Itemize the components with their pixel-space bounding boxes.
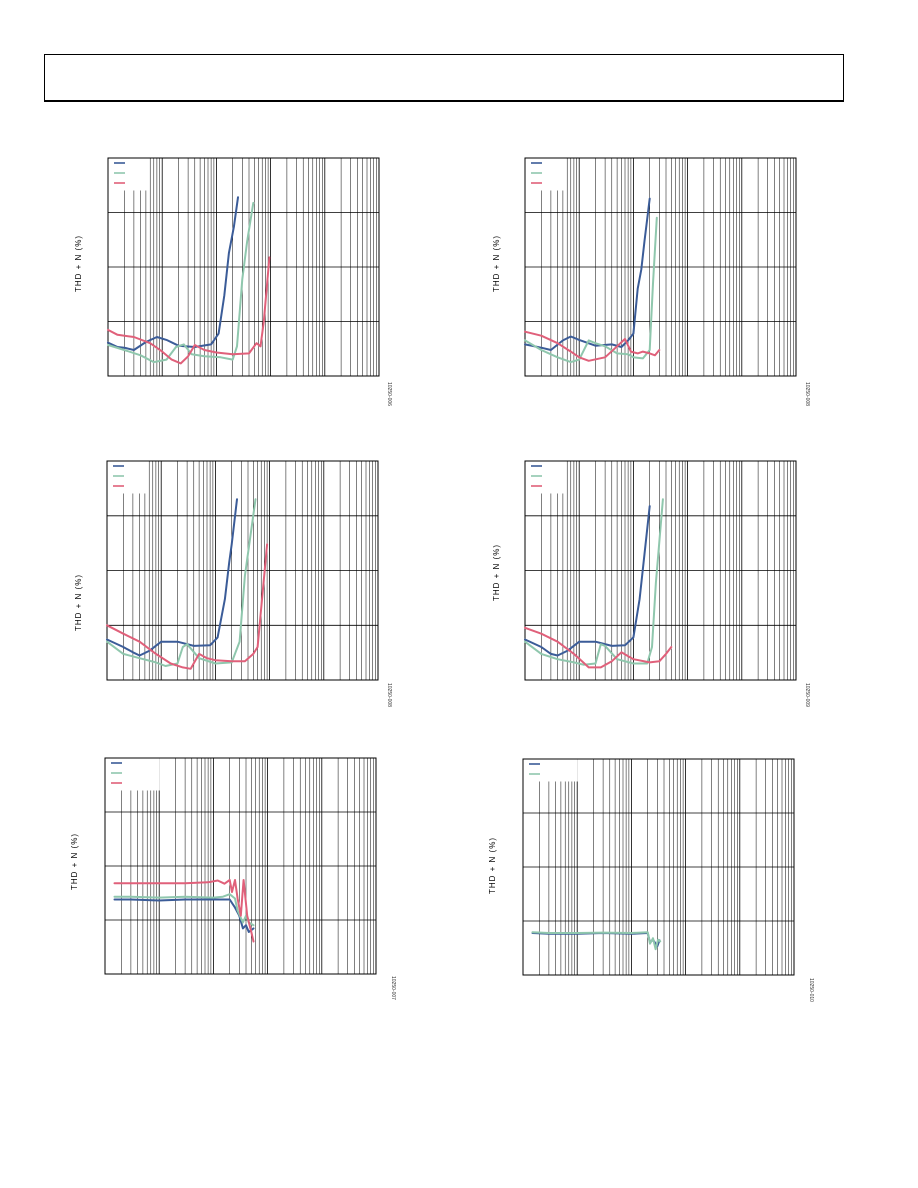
plot-frame — [104, 757, 377, 975]
plot-frame — [524, 460, 797, 681]
figure-number: 10250-007 — [390, 976, 396, 1000]
series-line-blue — [524, 197, 651, 351]
series-line-blue — [113, 898, 255, 933]
series-line-blue — [106, 498, 238, 657]
legend-box — [523, 759, 578, 782]
legend — [525, 461, 564, 494]
series-line-green — [531, 931, 662, 951]
y-axis-label: THD + N (%) — [492, 235, 501, 292]
plot-frame — [522, 758, 795, 976]
y-axis-label: THD + N (%) — [74, 574, 83, 631]
thd-n-chart-top-right: THD + N (%) 10250-008 — [478, 150, 823, 410]
y-axis-label: THD + N (%) — [70, 833, 79, 890]
legend — [105, 758, 160, 791]
legend — [108, 158, 147, 191]
page-header-box — [44, 54, 844, 102]
plot-svg — [522, 758, 795, 976]
legend — [525, 158, 564, 191]
series-line-red — [106, 543, 269, 670]
plot-frame — [106, 460, 379, 681]
series-line-blue — [524, 505, 651, 657]
plot-svg — [524, 157, 797, 377]
thd-n-chart-middle-left: THD + N (%) 10250-008 — [60, 453, 405, 713]
series-line-red — [113, 879, 255, 943]
thd-n-chart-bottom-right: THD + N (%) 10250-010 — [478, 752, 823, 1027]
series-line-red — [107, 256, 271, 365]
gridlines — [104, 758, 376, 975]
legend — [107, 461, 146, 494]
plot-frame — [107, 157, 380, 377]
series-line-green — [113, 893, 255, 927]
gridlines — [524, 158, 796, 377]
plot-frame — [524, 157, 797, 377]
legend-box — [108, 158, 147, 191]
plot-svg — [104, 757, 377, 975]
figure-number: 10250-008 — [386, 683, 392, 707]
legend-box — [107, 461, 146, 494]
figure-number: 10250-008 — [804, 382, 810, 406]
thd-n-chart-bottom-left: THD + N (%) 10250-007 — [60, 750, 405, 1025]
legend-box — [105, 758, 160, 791]
y-axis-label: THD + N (%) — [492, 544, 501, 601]
thd-n-chart-top-left: THD + N (%) 10250-006 — [60, 150, 405, 410]
series-line-blue — [107, 196, 239, 351]
plot-svg — [524, 460, 797, 681]
y-axis-label: THD + N (%) — [74, 235, 83, 292]
plot-svg — [106, 460, 379, 681]
series-line-blue — [531, 932, 661, 948]
legend-box — [525, 461, 564, 494]
series-line-green — [524, 498, 664, 666]
series-line-green — [107, 201, 255, 364]
figure-number: 10250-010 — [808, 978, 814, 1002]
gridlines — [524, 461, 796, 681]
series-line-green — [106, 498, 257, 667]
legend — [523, 759, 578, 782]
thd-n-chart-middle-right: THD + N (%) 10250-009 — [478, 453, 823, 713]
series-line-red — [524, 330, 661, 362]
gridlines — [107, 158, 379, 377]
plot-svg — [107, 157, 380, 377]
series-line-red — [524, 626, 673, 669]
figure-number: 10250-006 — [386, 382, 392, 406]
y-axis-label: THD + N (%) — [488, 837, 497, 894]
figure-number: 10250-009 — [804, 683, 810, 707]
legend-box — [525, 158, 564, 191]
